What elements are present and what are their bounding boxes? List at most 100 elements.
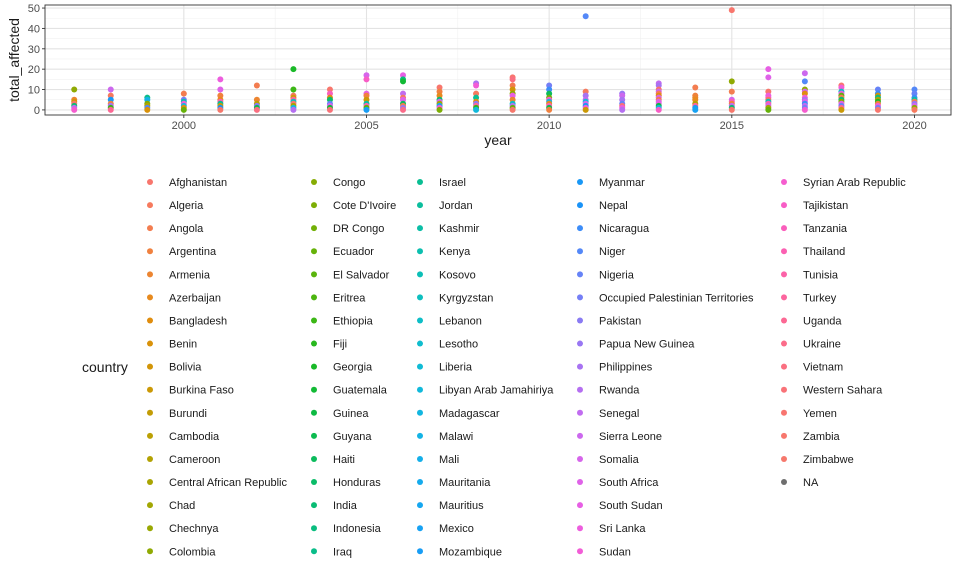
x-tick-label: 2000 <box>172 120 196 132</box>
legend-label: Philippines <box>599 362 653 374</box>
legend-label: Lesotho <box>439 339 478 351</box>
legend-key-dot <box>417 248 423 255</box>
legend-item: Guinea <box>311 408 369 420</box>
legend-key-dot <box>311 248 317 255</box>
data-point <box>473 106 480 113</box>
legend-label: Mauritania <box>439 477 491 489</box>
legend-key-dot <box>147 317 153 324</box>
legend-key-dot <box>147 248 153 255</box>
data-point <box>655 106 662 113</box>
legend-item: Mozambique <box>417 546 502 558</box>
legend-item: Mauritius <box>417 500 484 512</box>
legend-label: India <box>333 500 358 512</box>
data-point <box>692 106 699 113</box>
legend-key-dot <box>311 202 317 209</box>
legend-key-dot <box>781 317 787 324</box>
legend-item: Chad <box>147 500 195 512</box>
legend-item: Lesotho <box>417 339 478 351</box>
legend-item: Occupied Palestinian Territories <box>577 292 754 304</box>
legend-key-dot <box>147 455 153 462</box>
legend-item: Philippines <box>577 362 653 374</box>
legend-label: Lebanon <box>439 315 482 327</box>
legend-key-dot <box>311 225 317 232</box>
legend-item: Somalia <box>577 454 640 466</box>
data-point <box>363 76 370 83</box>
data-point <box>801 70 808 77</box>
legend-item: Nepal <box>577 200 628 212</box>
legend-key-dot <box>147 548 153 555</box>
legend-label: Cambodia <box>169 431 220 443</box>
legend-item: Jordan <box>417 200 473 212</box>
legend-label: Iraq <box>333 546 352 558</box>
legend-item: Niger <box>577 246 626 258</box>
legend-key-dot <box>417 363 423 370</box>
data-point <box>107 106 114 113</box>
legend-label: Honduras <box>333 477 381 489</box>
x-tick-label: 2015 <box>720 120 744 132</box>
legend-label: Cameroon <box>169 454 220 466</box>
legend-label: Occupied Palestinian Territories <box>599 292 754 304</box>
legend-item: Fiji <box>311 339 347 351</box>
legend-item: Kosovo <box>417 269 476 281</box>
y-tick-label: 30 <box>28 44 40 56</box>
data-point <box>692 84 699 91</box>
legend-item: Haiti <box>311 454 355 466</box>
legend-item: Tanzania <box>781 223 848 235</box>
legend-item: Rwanda <box>577 385 640 397</box>
data-point <box>290 86 297 93</box>
legend-key-dot <box>311 271 317 278</box>
legend-label: Eritrea <box>333 292 366 304</box>
legend-item: Mauritania <box>417 477 491 489</box>
legend-label: Burkina Faso <box>169 385 234 397</box>
y-tick-label: 0 <box>34 105 40 117</box>
y-tick-label: 50 <box>28 3 40 15</box>
legend-label: Nepal <box>599 200 628 212</box>
data-point <box>546 106 553 113</box>
legend-label: Afghanistan <box>169 177 227 189</box>
legend-key-dot <box>577 363 583 370</box>
data-point <box>144 106 151 113</box>
legend-key-dot <box>781 248 787 255</box>
legend-key-dot <box>147 202 153 209</box>
legend-label: South Sudan <box>599 500 663 512</box>
legend-title: country <box>82 359 128 375</box>
legend-item: South Sudan <box>577 500 663 512</box>
legend-label: Sri Lanka <box>599 523 646 535</box>
legend-label: Nicaragua <box>599 223 650 235</box>
legend-label: Argentina <box>169 246 217 258</box>
x-tick-label: 2010 <box>537 120 561 132</box>
legend-label: Pakistan <box>599 315 641 327</box>
legend-item: Bangladesh <box>147 315 227 327</box>
legend-item: Central African Republic <box>147 477 288 489</box>
legend-label: Liberia <box>439 362 473 374</box>
legend-key-dot <box>147 525 153 532</box>
legend-key-dot <box>781 479 787 486</box>
legend-key-dot <box>311 386 317 393</box>
legend-key-dot <box>417 271 423 278</box>
legend-label: Kyrgyzstan <box>439 292 493 304</box>
legend-item: Benin <box>147 339 197 351</box>
legend-item: Ecuador <box>311 246 374 258</box>
legend-label: Myanmar <box>599 177 645 189</box>
legend-item: Sri Lanka <box>577 523 646 535</box>
legend-item: Tunisia <box>781 269 839 281</box>
legend-item: Argentina <box>147 246 217 258</box>
data-point <box>509 106 516 113</box>
legend-label: NA <box>803 477 819 489</box>
legend-key-dot <box>577 294 583 301</box>
legend-item: Malawi <box>417 431 473 443</box>
legend-item: Tajikistan <box>781 200 848 212</box>
legend-label: Ethiopia <box>333 315 374 327</box>
legend-label: Guyana <box>333 431 372 443</box>
legend-label: Algeria <box>169 200 204 212</box>
legend-item: Myanmar <box>577 177 645 189</box>
legend-label: Vietnam <box>803 362 843 374</box>
legend-item: NA <box>781 477 819 489</box>
legend-key-dot <box>781 432 787 439</box>
legend-item: El Salvador <box>311 269 390 281</box>
data-point <box>253 106 260 113</box>
legend-label: DR Congo <box>333 223 384 235</box>
panel-border <box>44 4 952 116</box>
legend-key-dot <box>577 317 583 324</box>
legend-label: Turkey <box>803 292 837 304</box>
